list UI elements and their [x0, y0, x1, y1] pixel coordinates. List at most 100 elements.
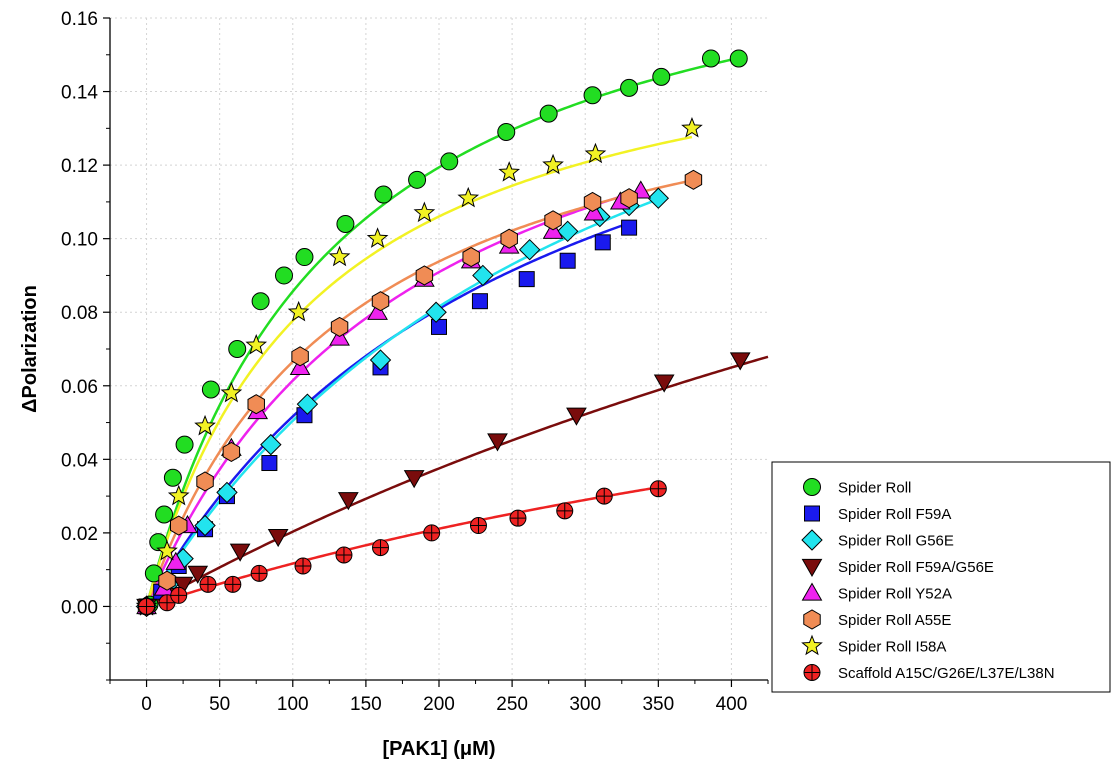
- data-point: [261, 455, 278, 472]
- data-point: [594, 234, 611, 251]
- y-tick-label: 0.16: [61, 9, 98, 30]
- data-point: [196, 471, 214, 492]
- data-point: [295, 248, 314, 267]
- data-point: [247, 394, 265, 415]
- x-tick-label: 200: [423, 694, 455, 715]
- data-point: [201, 380, 220, 399]
- data-point: [584, 142, 607, 164]
- data-point: [369, 349, 392, 371]
- data-point: [440, 152, 459, 171]
- y-tick-label: 0.10: [61, 230, 98, 251]
- data-points: [135, 49, 751, 618]
- data-point: [187, 565, 209, 584]
- x-tick-label: 150: [350, 694, 382, 715]
- data-point: [566, 407, 587, 426]
- legend-label: Spider Roll: [838, 480, 911, 497]
- fit-curves: [145, 56, 769, 608]
- data-point: [556, 220, 579, 243]
- legend-marker: [803, 609, 821, 630]
- data-point: [472, 264, 494, 287]
- data-point: [497, 123, 516, 142]
- data-point: [681, 116, 703, 138]
- y-tick-label: 0.04: [61, 450, 98, 471]
- data-point: [425, 301, 447, 323]
- data-point: [408, 170, 427, 189]
- fit-curve: [145, 197, 659, 608]
- legend-marker: [801, 558, 823, 578]
- data-point: [471, 293, 488, 310]
- legend-marker: [801, 582, 823, 601]
- data-point: [620, 78, 639, 97]
- data-point: [371, 291, 390, 312]
- data-point: [294, 557, 312, 575]
- data-point: [620, 188, 638, 209]
- data-point: [222, 441, 241, 463]
- legend-box: [771, 461, 1111, 693]
- data-point: [251, 292, 270, 311]
- data-point: [165, 551, 187, 570]
- data-point: [367, 301, 388, 320]
- y-tick-label: 0.02: [61, 524, 98, 545]
- data-point: [291, 346, 309, 367]
- data-point: [170, 515, 188, 536]
- x-tick-label: 350: [642, 694, 674, 715]
- data-point: [328, 245, 351, 267]
- data-point: [701, 49, 720, 68]
- data-point: [539, 104, 558, 123]
- data-point: [431, 318, 447, 335]
- data-point: [245, 333, 268, 355]
- data-point: [156, 539, 178, 561]
- data-point: [487, 433, 508, 452]
- data-point: [518, 238, 541, 261]
- data-point: [462, 246, 480, 268]
- data-point: [542, 153, 564, 175]
- data-point: [518, 271, 535, 288]
- data-point: [296, 393, 319, 415]
- legend-marker: [804, 505, 820, 522]
- data-point: [267, 528, 289, 548]
- data-point: [595, 487, 613, 505]
- data-point: [457, 186, 480, 208]
- fit-curve: [146, 486, 659, 608]
- data-point: [228, 340, 247, 358]
- legend-label: Spider Roll A55E: [838, 612, 951, 629]
- data-point: [170, 586, 188, 604]
- data-point: [158, 570, 176, 591]
- data-point: [413, 201, 436, 223]
- y-tick-label: 0.08: [61, 303, 98, 324]
- legend-label: Spider Roll G56E: [838, 533, 954, 550]
- data-point: [172, 576, 194, 595]
- data-point: [684, 169, 703, 190]
- data-point: [337, 492, 359, 511]
- data-point: [729, 49, 748, 68]
- data-point: [366, 227, 389, 248]
- legend: Spider Roll Spider Roll F59A Spider Roll G…: [771, 461, 1111, 693]
- data-point: [374, 185, 393, 204]
- data-point: [216, 481, 238, 504]
- legend-label: Spider Roll I58A: [838, 639, 946, 656]
- data-point: [199, 575, 217, 593]
- data-point: [275, 266, 294, 285]
- x-axis-title: [PAK1] (μM): [383, 738, 496, 760]
- data-point: [649, 480, 667, 498]
- y-tick-label: 0.14: [61, 83, 98, 104]
- y-tick-label: 0.06: [61, 377, 98, 398]
- fit-curve: [145, 355, 769, 608]
- x-tick-label: 400: [716, 694, 748, 715]
- data-point: [167, 484, 190, 506]
- x-tick-label: 50: [209, 694, 230, 715]
- y-tick-label: 0.12: [61, 156, 98, 177]
- legend-label: Spider Roll Y52A: [838, 586, 952, 603]
- data-point: [556, 502, 574, 520]
- data-point: [372, 539, 390, 557]
- data-point: [138, 597, 156, 615]
- legend-label: Spider Roll F59A: [838, 506, 951, 523]
- legend-marker: [801, 529, 823, 551]
- data-point: [224, 575, 242, 593]
- data-point: [544, 210, 562, 231]
- legend-marker: [803, 664, 821, 681]
- data-point: [403, 470, 425, 489]
- data-point: [653, 374, 675, 393]
- data-point: [175, 435, 194, 454]
